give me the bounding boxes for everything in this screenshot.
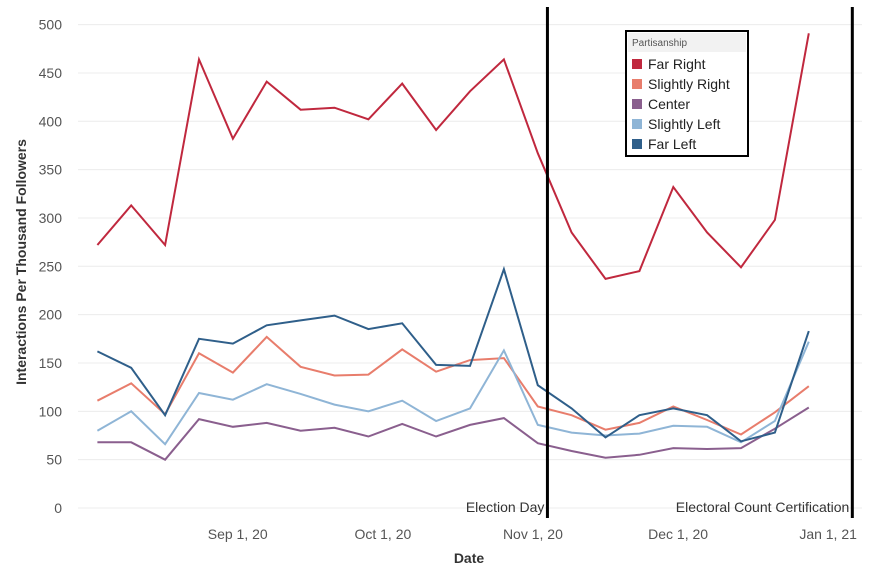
series-far-right <box>96 33 810 281</box>
series-lines <box>96 33 810 461</box>
legend-label-slightly-right: Slightly Right <box>648 76 730 92</box>
y-tick-label: 150 <box>39 355 63 371</box>
legend-swatch-far-left <box>632 139 642 149</box>
series-line-center <box>97 406 810 461</box>
legend-swatch-slightly-right <box>632 79 642 89</box>
legend: Partisanship Far Right Slightly Right Cent… <box>625 30 749 157</box>
y-axis-title: Interactions Per Thousand Followers <box>13 139 29 385</box>
y-tick-label: 100 <box>39 403 63 419</box>
annotation-label-election-day: Election Day <box>466 499 545 515</box>
y-tick-label: 450 <box>39 65 63 81</box>
annotation-label-electoral-count-certification: Electoral Count Certification <box>676 499 850 515</box>
legend-swatch-center <box>632 99 642 109</box>
legend-swatch-far-right <box>632 59 642 69</box>
series-slightly-left <box>96 341 810 446</box>
legend-label-slightly-left: Slightly Left <box>648 116 720 132</box>
series-line-far-left <box>96 265 810 443</box>
legend-title-bar <box>628 33 746 52</box>
x-tick-label: Nov 1, 20 <box>503 526 563 542</box>
series-far-left <box>96 265 810 443</box>
event-annotations: Election Day Electoral Count Certificatio… <box>466 7 854 518</box>
legend-title: Partisanship <box>632 38 687 49</box>
x-tick-label: Dec 1, 20 <box>648 526 708 542</box>
y-tick-label: 0 <box>54 500 62 516</box>
y-axis-ticks: 0 50 100 150 200 250 300 350 400 450 500 <box>39 17 63 516</box>
legend-label-center: Center <box>648 96 690 112</box>
series-center <box>97 406 810 461</box>
y-tick-label: 250 <box>39 258 63 274</box>
y-tick-label: 350 <box>39 162 63 178</box>
y-tick-label: 50 <box>46 452 62 468</box>
x-tick-label: Jan 1, 21 <box>799 526 857 542</box>
legend-label-far-right: Far Right <box>648 56 706 72</box>
legend-label-far-left: Far Left <box>648 136 696 152</box>
y-tick-label: 200 <box>39 307 63 323</box>
y-tick-label: 300 <box>39 210 63 226</box>
x-axis-title: Date <box>454 550 485 566</box>
series-line-far-right <box>96 33 810 281</box>
legend-items: Far Right Slightly Right Center Slightly Le… <box>632 56 730 152</box>
y-tick-label: 500 <box>39 17 63 33</box>
y-tick-label: 400 <box>39 113 63 129</box>
series-line-slightly-left <box>96 341 810 446</box>
x-tick-label: Sep 1, 20 <box>208 526 268 542</box>
x-tick-label: Oct 1, 20 <box>354 526 411 542</box>
x-axis-ticks: Sep 1, 20 Oct 1, 20 Nov 1, 20 Dec 1, 20 Jan … <box>208 526 857 542</box>
legend-swatch-slightly-left <box>632 119 642 129</box>
